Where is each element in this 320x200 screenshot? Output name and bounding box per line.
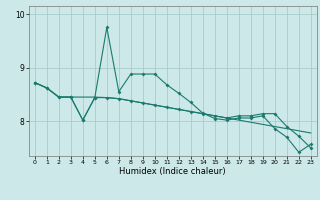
X-axis label: Humidex (Indice chaleur): Humidex (Indice chaleur) (119, 167, 226, 176)
